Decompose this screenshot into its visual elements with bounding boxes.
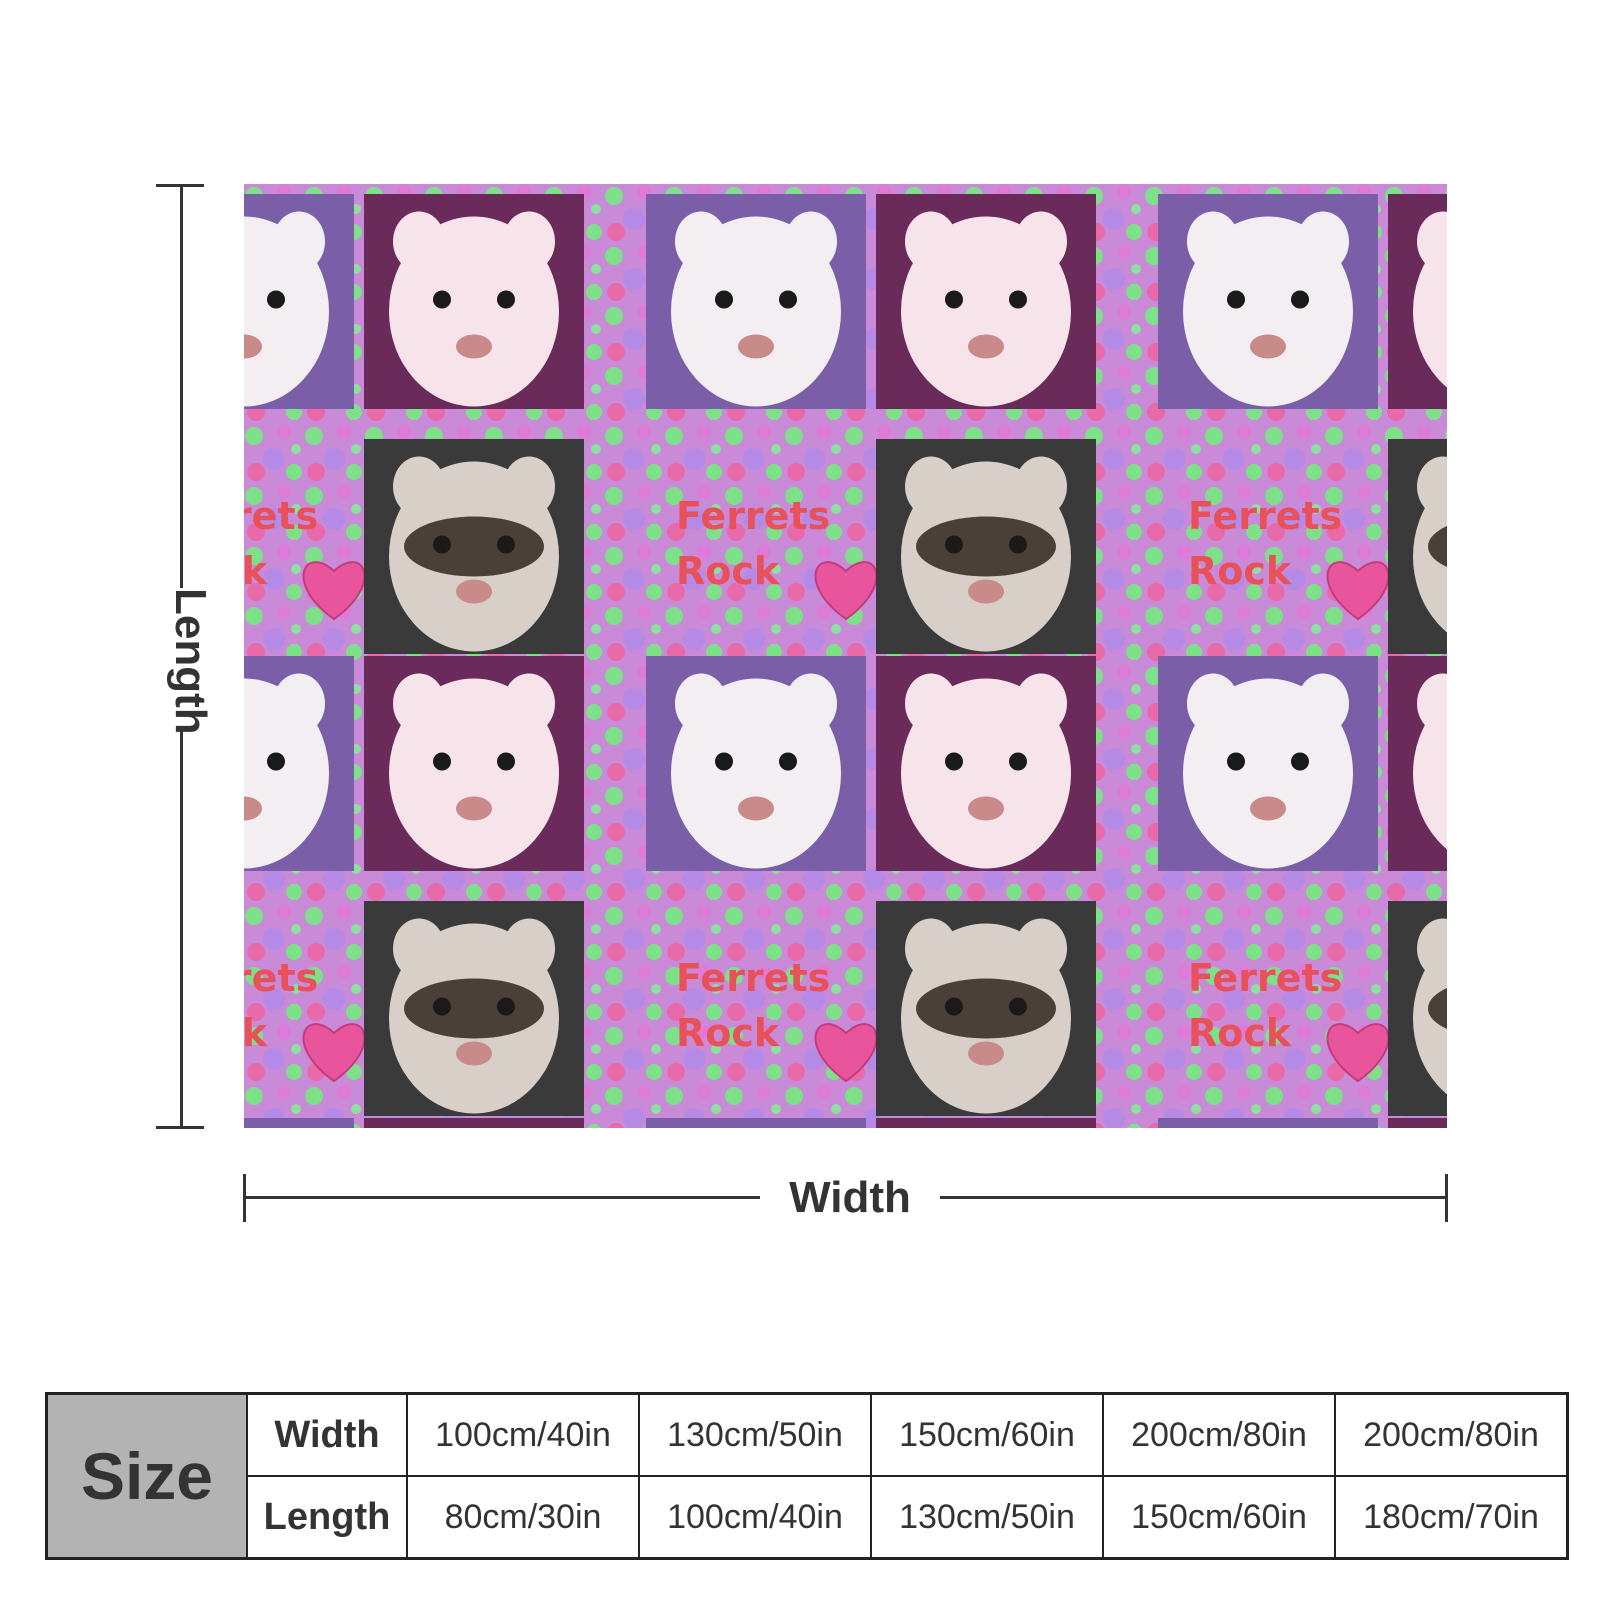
blanket-product-image: FerretsRockFerretsRockFerretsRockFerrets…: [244, 184, 1447, 1128]
width-row-label: Width: [246, 1392, 408, 1477]
width-cell: 130cm/50in: [638, 1392, 872, 1477]
pattern-text-rock: Rock: [244, 549, 268, 593]
size-table: Size Width 100cm/40in 130cm/50in 150cm/6…: [45, 1392, 1569, 1560]
length-cell: 150cm/60in: [1102, 1475, 1336, 1560]
white-ferret-photo: [1158, 1118, 1378, 1128]
albino-ferret-photo: [364, 656, 584, 871]
sable-ferret-photo: [364, 901, 584, 1116]
albino-ferret-photo: [1388, 656, 1447, 871]
albino-ferret-photo: [364, 1118, 584, 1128]
ferrets-rock-tile: Ferrets Rock: [1188, 494, 1390, 621]
heart-icon: [814, 561, 878, 621]
length-cell: 100cm/40in: [638, 1475, 872, 1560]
sable-ferret-photo: [1388, 901, 1447, 1116]
heart-icon: [814, 1023, 878, 1083]
albino-ferret-photo: [876, 656, 1096, 871]
pattern-text-rock: Rock: [676, 1011, 780, 1055]
width-label: Width: [760, 1172, 940, 1224]
heart-icon: [1326, 561, 1390, 621]
pattern-text-ferrets: Ferrets: [244, 494, 318, 538]
length-row-label: Length: [246, 1475, 408, 1560]
length-cell: 80cm/30in: [406, 1475, 640, 1560]
ferrets-rock-tile: Ferrets Rock: [244, 956, 366, 1083]
length-cell: 180cm/70in: [1334, 1475, 1569, 1560]
albino-ferret-photo: [876, 1118, 1096, 1128]
ferrets-rock-tile: Ferrets Rock: [244, 494, 366, 621]
pattern-text-ferrets: Ferrets: [676, 956, 830, 1000]
width-cell: 200cm/80in: [1334, 1392, 1569, 1477]
width-cap-right: [1445, 1174, 1448, 1222]
length-cell: 130cm/50in: [870, 1475, 1104, 1560]
pattern-text-rock: Rock: [676, 549, 780, 593]
width-cell: 100cm/40in: [406, 1392, 640, 1477]
pattern-text-ferrets: Ferrets: [1188, 494, 1342, 538]
ferrets-rock-tile: Ferrets Rock: [676, 494, 878, 621]
albino-ferret-photo: [1388, 1118, 1447, 1128]
sable-ferret-photo: [876, 901, 1096, 1116]
length-label: Length: [164, 588, 216, 735]
pattern-text-ferrets: Ferrets: [244, 956, 318, 1000]
ferret-pattern: FerretsRockFerretsRockFerretsRockFerrets…: [244, 184, 1447, 1128]
albino-ferret-photo: [876, 194, 1096, 409]
length-row: Length 80cm/30in 100cm/40in 130cm/50in 1…: [47, 1475, 1569, 1560]
albino-ferret-photo: [364, 194, 584, 409]
heart-icon: [1326, 1023, 1390, 1083]
pattern-text-ferrets: Ferrets: [676, 494, 830, 538]
white-ferret-photo: [244, 656, 354, 871]
length-cap-bottom: [156, 1126, 204, 1129]
ferrets-rock-tile: Ferrets Rock: [676, 956, 878, 1083]
width-cell: 150cm/60in: [870, 1392, 1104, 1477]
heart-icon: [302, 1023, 366, 1083]
white-ferret-photo: [1158, 656, 1378, 871]
heart-icon: [302, 561, 366, 621]
white-ferret-photo: [646, 656, 866, 871]
width-row: Size Width 100cm/40in 130cm/50in 150cm/6…: [45, 1392, 1569, 1560]
albino-ferret-photo: [1388, 194, 1447, 409]
white-ferret-photo: [1158, 194, 1378, 409]
white-ferret-photo: [244, 1118, 354, 1128]
pattern-text-rock: Rock: [1188, 549, 1292, 593]
white-ferret-photo: [646, 194, 866, 409]
pattern-text-rock: Rock: [244, 1011, 268, 1055]
sable-ferret-photo: [1388, 439, 1447, 654]
pattern-text-rock: Rock: [1188, 1011, 1292, 1055]
sable-ferret-photo: [364, 439, 584, 654]
white-ferret-photo: [244, 194, 354, 409]
size-header: Size: [45, 1392, 248, 1560]
width-cell: 200cm/80in: [1102, 1392, 1336, 1477]
ferrets-rock-tile: Ferrets Rock: [1188, 956, 1390, 1083]
pattern-text-ferrets: Ferrets: [1188, 956, 1342, 1000]
white-ferret-photo: [646, 1118, 866, 1128]
sable-ferret-photo: [876, 439, 1096, 654]
